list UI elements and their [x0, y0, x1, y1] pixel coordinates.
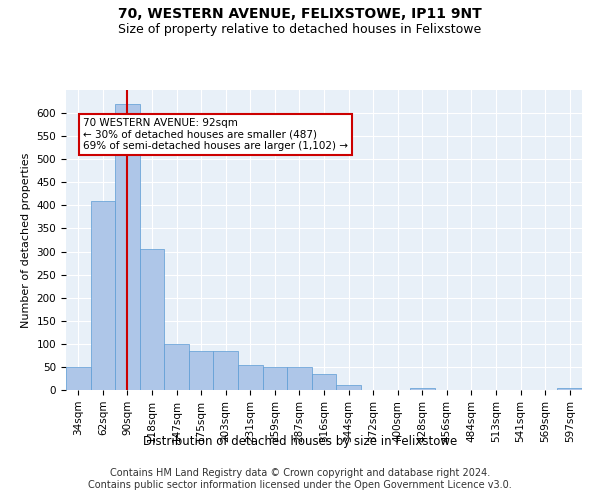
Bar: [115, 104, 140, 390]
Text: 70 WESTERN AVENUE: 92sqm
← 30% of detached houses are smaller (487)
69% of semi-: 70 WESTERN AVENUE: 92sqm ← 30% of detach…: [83, 118, 348, 151]
Bar: [410, 388, 434, 390]
Bar: [140, 249, 164, 390]
Y-axis label: Number of detached properties: Number of detached properties: [21, 152, 31, 328]
Text: 70, WESTERN AVENUE, FELIXSTOWE, IP11 9NT: 70, WESTERN AVENUE, FELIXSTOWE, IP11 9NT: [118, 8, 482, 22]
Bar: [336, 386, 361, 390]
Bar: [189, 351, 214, 390]
Text: Distribution of detached houses by size in Felixstowe: Distribution of detached houses by size …: [143, 435, 457, 448]
Text: Contains HM Land Registry data © Crown copyright and database right 2024.
Contai: Contains HM Land Registry data © Crown c…: [88, 468, 512, 490]
Bar: [287, 367, 312, 390]
Bar: [238, 364, 263, 390]
Bar: [263, 367, 287, 390]
Text: Size of property relative to detached houses in Felixstowe: Size of property relative to detached ho…: [118, 22, 482, 36]
Bar: [312, 374, 336, 390]
Bar: [557, 388, 582, 390]
Bar: [91, 201, 115, 390]
Bar: [164, 344, 189, 390]
Bar: [214, 351, 238, 390]
Bar: [66, 367, 91, 390]
